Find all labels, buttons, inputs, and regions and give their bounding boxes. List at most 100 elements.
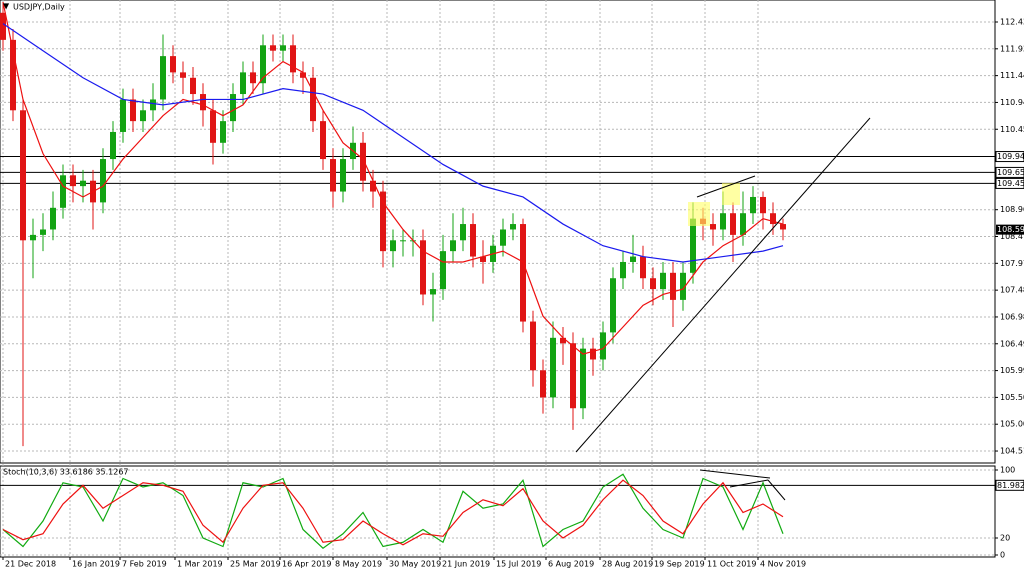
candle-body	[250, 72, 256, 84]
candle-body	[60, 175, 66, 208]
candle-body	[530, 321, 536, 371]
candle-body	[450, 240, 456, 252]
candle-body	[210, 110, 216, 143]
candle-body	[570, 343, 576, 409]
x-tick-label: 21 Dec 2018	[5, 560, 56, 569]
y-tick-label: 110.450	[1000, 125, 1024, 134]
candle-body	[370, 180, 376, 192]
candle-body	[440, 251, 446, 290]
candle-body	[340, 159, 346, 192]
candle-body	[590, 348, 596, 360]
candle-body	[240, 72, 246, 95]
candle-body	[690, 218, 696, 273]
divergence-line	[729, 479, 769, 488]
level-label: 109.450	[997, 179, 1024, 188]
chart-title: USDJPY,Daily	[13, 3, 65, 12]
candle-body	[420, 240, 426, 295]
candle-body	[650, 278, 656, 290]
candle-body	[170, 56, 176, 73]
candle-body	[380, 191, 386, 252]
candle-body	[40, 229, 46, 235]
candle-body	[430, 289, 436, 295]
candle-body	[270, 45, 276, 51]
y-tick-label: 0	[1000, 551, 1005, 560]
last-price: 108.597	[997, 225, 1024, 234]
candle-body	[120, 99, 126, 132]
stoch-panel	[0, 465, 996, 558]
y-tick-label: 20	[1000, 534, 1010, 543]
candle-body	[10, 39, 16, 111]
candle-body	[390, 240, 396, 252]
candle-body	[710, 224, 716, 230]
candle-body	[550, 337, 556, 398]
x-tick-label: 4 Nov 2019	[760, 560, 806, 569]
candle-body	[770, 213, 776, 225]
level-label-box	[995, 166, 1024, 178]
main-panel	[0, 0, 996, 464]
x-tick-label: 15 Jul 2019	[496, 560, 541, 569]
x-tick-label: 30 May 2019	[389, 560, 441, 569]
candle-body	[320, 121, 326, 160]
x-tick-label: 19 Sep 2019	[654, 560, 705, 569]
divergence-line	[699, 469, 771, 479]
candle-body	[750, 196, 756, 214]
candle-body	[70, 175, 76, 187]
candle-body	[520, 224, 526, 322]
candle-body	[720, 213, 726, 230]
candle-body	[310, 77, 316, 122]
candle-body	[630, 256, 636, 262]
candle-body	[580, 348, 586, 409]
candle-body	[460, 224, 466, 241]
candle-body	[330, 159, 336, 192]
candle-body	[620, 261, 626, 279]
candle-body	[780, 224, 786, 230]
y-tick-label: 108.965	[1000, 205, 1024, 214]
trend-line	[575, 117, 871, 453]
x-tick-label: 16 Apr 2019	[282, 560, 331, 569]
x-tick-label: 6 Aug 2019	[548, 560, 594, 569]
x-tick-label: 25 Mar 2019	[230, 560, 281, 569]
candle-body	[140, 110, 146, 122]
candle-body	[290, 45, 296, 73]
divergence-line	[767, 479, 786, 501]
divergence-line	[696, 175, 756, 198]
level-label-box	[995, 177, 1024, 189]
y-tick-label: 106.985	[1000, 312, 1024, 321]
y-tick-label: 104.510	[1000, 447, 1024, 456]
candle-body	[300, 72, 306, 78]
candle-body	[500, 229, 506, 246]
x-tick-label: 28 Aug 2019	[602, 560, 653, 569]
candle-body	[30, 234, 36, 241]
stoch-line	[2, 473, 784, 549]
candle-body	[740, 213, 746, 235]
candle-body	[640, 256, 646, 279]
candle-body	[510, 224, 516, 230]
x-tick-label: 11 Oct 2019	[707, 560, 756, 569]
level-label: 109.946	[997, 152, 1024, 161]
y-tick-label: 107.480	[1000, 286, 1024, 295]
candle-body	[160, 56, 166, 100]
candle-body	[670, 272, 676, 300]
y-tick-label: 112.430	[1000, 17, 1024, 26]
candle-body	[660, 272, 666, 290]
y-tick-label: 108.470	[1000, 232, 1024, 241]
candle-body	[180, 72, 186, 78]
y-tick-label: 111.44	[1000, 71, 1024, 80]
highlight	[722, 183, 740, 205]
level-label: 109.653	[997, 168, 1024, 177]
y-tick-label: 105.005	[1000, 420, 1024, 429]
y-tick-label: 105.995	[1000, 366, 1024, 375]
candle-body	[470, 224, 476, 257]
candle-body	[360, 142, 366, 181]
menu-icon[interactable]: ▼	[3, 2, 10, 11]
candle-body	[560, 337, 566, 344]
x-tick-label: 21 Jun 2019	[442, 560, 490, 569]
price-label-box	[996, 224, 1024, 235]
candle-body	[610, 278, 616, 333]
candle-body	[220, 121, 226, 143]
level-label-box	[995, 479, 1024, 491]
candle-body	[730, 213, 736, 235]
candle-body	[50, 207, 56, 230]
candle-body	[20, 110, 26, 241]
candle-body	[100, 159, 106, 203]
